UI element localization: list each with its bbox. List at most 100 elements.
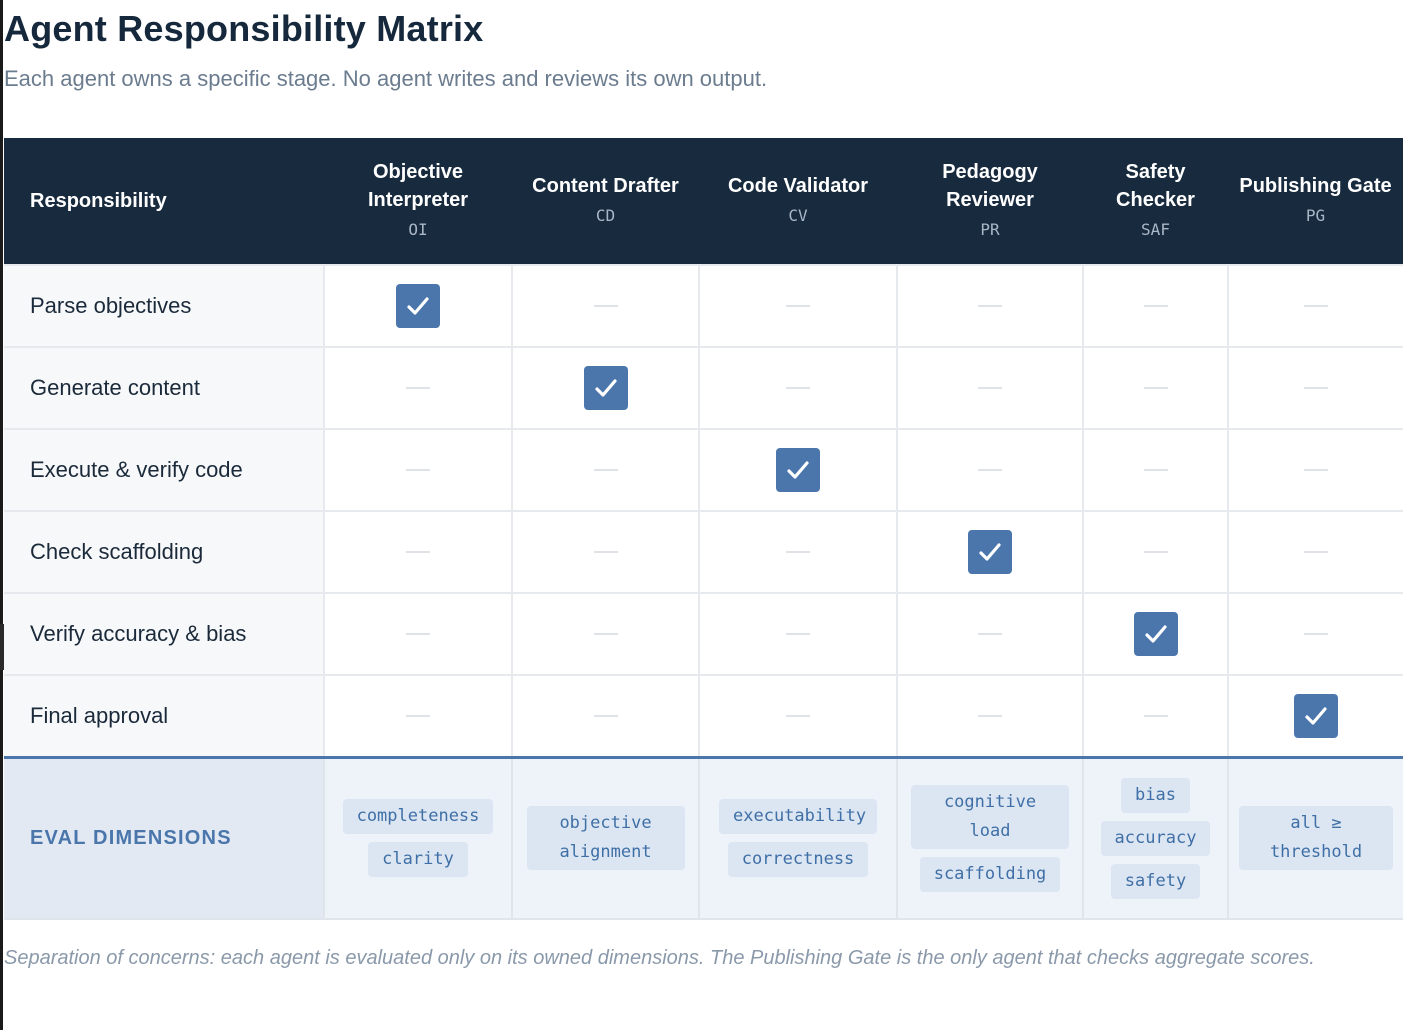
matrix-cell	[698, 264, 898, 348]
agent-name: Code Validator	[727, 175, 869, 197]
check-icon[interactable]	[1294, 693, 1338, 738]
agent-name: Pedagogy Reviewer	[942, 161, 1038, 211]
agent-name: Safety Checker	[1116, 161, 1195, 211]
matrix-cell	[511, 674, 700, 758]
matrix-cell	[1227, 592, 1403, 676]
footnote: Separation of concerns: each agent is ev…	[4, 947, 1315, 969]
row-label: Execute & verify code	[4, 428, 325, 512]
dimension-chip: completeness	[342, 799, 494, 835]
dash-icon	[406, 714, 430, 717]
matrix-cell	[511, 510, 700, 594]
eval-dimension-cell: objective alignment	[511, 755, 700, 920]
dash-icon	[406, 632, 430, 635]
matrix-cell	[323, 346, 513, 430]
dash-icon	[593, 468, 618, 471]
eval-dimension-cell: cognitive load scaffolding	[896, 755, 1084, 920]
agent-name: Publishing Gate	[1239, 175, 1392, 197]
dash-icon	[1304, 550, 1328, 553]
agent-header: Publishing Gate PG	[1228, 138, 1403, 265]
dimension-chip: scaffolding	[919, 856, 1061, 892]
table-row: Verify accuracy & bias	[4, 592, 1403, 676]
agent-abbr: CD	[595, 206, 616, 225]
dash-icon	[1143, 550, 1168, 553]
matrix-cell	[698, 592, 898, 676]
agent-abbr: PG	[1305, 206, 1326, 225]
check-icon[interactable]	[396, 284, 440, 328]
dash-icon	[593, 304, 618, 307]
dash-icon	[406, 468, 430, 471]
matrix-cell	[1227, 510, 1403, 594]
table-row: Parse objectives	[4, 264, 1403, 348]
agent-header: Pedagogy Reviewer PR	[897, 138, 1083, 265]
matrix-cell	[698, 510, 898, 594]
dimension-chip: clarity	[368, 842, 468, 878]
matrix-cell	[1082, 592, 1229, 676]
check-icon[interactable]	[968, 530, 1012, 574]
agent-abbr: SAF	[1141, 220, 1170, 239]
matrix-cell	[323, 428, 513, 512]
matrix-cell	[698, 346, 898, 430]
table-row: Final approval	[4, 674, 1403, 758]
dash-icon	[978, 468, 1002, 471]
dash-icon	[1143, 468, 1168, 471]
matrix-cell	[1082, 346, 1229, 430]
agent-name: Objective Interpreter	[367, 161, 469, 211]
responsibility-matrix: Responsibility Objective Interpreter OI C…	[4, 138, 1403, 920]
check-icon[interactable]	[583, 366, 628, 410]
row-label: Final approval	[4, 674, 325, 758]
dash-icon	[978, 386, 1002, 389]
matrix-cell	[1082, 510, 1229, 594]
dimension-chip: cognitive load	[911, 784, 1069, 849]
row-label: Parse objectives	[4, 264, 325, 348]
matrix-cell	[896, 428, 1084, 512]
matrix-cell	[323, 592, 513, 676]
agent-header: Objective Interpreter OI	[324, 138, 512, 265]
dash-icon	[1304, 468, 1328, 471]
dimension-chip: safety	[1110, 863, 1201, 899]
agent-header: Safety Checker SAF	[1083, 138, 1228, 265]
dimension-chip: accuracy	[1100, 820, 1211, 856]
check-icon[interactable]	[776, 448, 820, 492]
dash-icon	[786, 632, 810, 635]
table-row: Check scaffolding	[4, 510, 1403, 594]
matrix-cell	[323, 510, 513, 594]
matrix-cell	[896, 674, 1084, 758]
agent-abbr: PR	[980, 220, 1000, 239]
page-subtitle: Each agent owns a specific stage. No age…	[4, 66, 768, 91]
window-left-edge	[0, 0, 3, 1030]
dash-icon	[406, 386, 430, 389]
check-icon[interactable]	[1133, 612, 1178, 656]
dimension-chip: bias	[1121, 777, 1190, 813]
eval-dimension-cell: completeness clarity	[323, 755, 513, 920]
matrix-cell	[896, 592, 1084, 676]
table-row: Generate content	[4, 346, 1403, 430]
dash-icon	[406, 550, 430, 553]
dash-icon	[1143, 304, 1168, 307]
matrix-cell	[1227, 428, 1403, 512]
dash-icon	[786, 550, 810, 553]
matrix-cell	[698, 674, 898, 758]
matrix-cell	[511, 592, 700, 676]
matrix-cell	[323, 674, 513, 758]
dash-icon	[593, 550, 618, 553]
matrix-cell	[1082, 264, 1229, 348]
dash-icon	[1304, 304, 1328, 307]
matrix-cell	[511, 346, 700, 430]
dash-icon	[978, 632, 1002, 635]
dash-icon	[978, 714, 1002, 717]
eval-dimension-cell: executability correctness	[698, 755, 898, 920]
matrix-cell	[323, 264, 513, 348]
agent-header: Content Drafter CD	[512, 138, 699, 265]
agent-abbr: OI	[408, 220, 428, 239]
dash-icon	[978, 304, 1002, 307]
eval-dimension-cell: bias accuracy safety	[1082, 755, 1229, 920]
matrix-cell	[1227, 674, 1403, 758]
matrix-cell	[896, 264, 1084, 348]
header-row: Responsibility Objective Interpreter OI C…	[4, 138, 1403, 265]
row-label: Check scaffolding	[4, 510, 325, 594]
matrix-cell	[1082, 674, 1229, 758]
row-label: Generate content	[4, 346, 325, 430]
eval-dimensions-row: EVAL DIMENSIONS completeness clarity objec…	[4, 755, 1403, 920]
matrix-cell	[1227, 264, 1403, 348]
matrix-cell	[896, 346, 1084, 430]
